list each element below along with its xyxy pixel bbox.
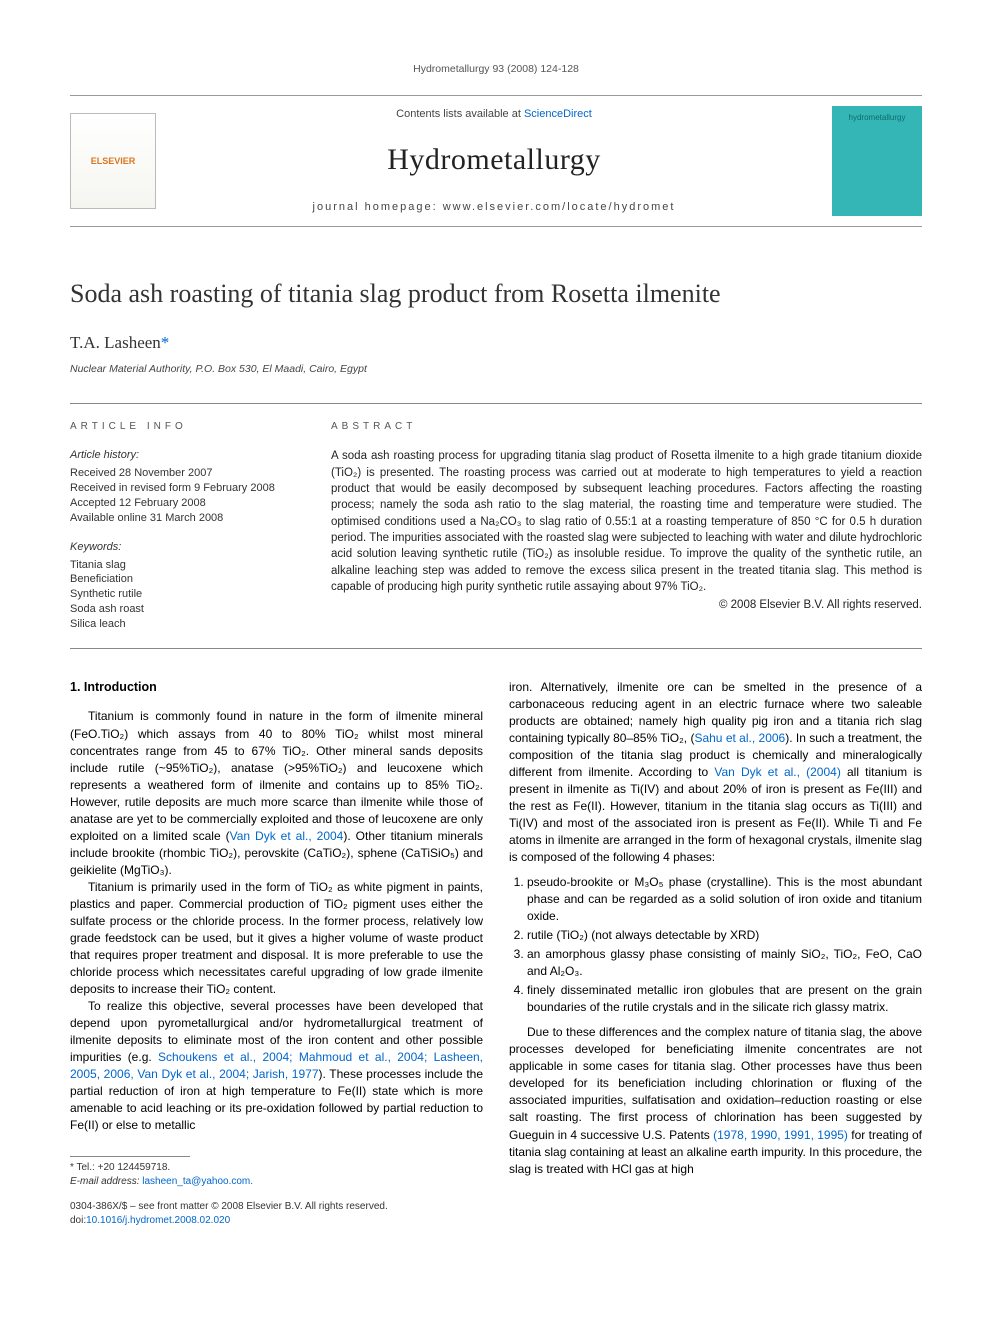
- cover-text: hydrometallurgy: [849, 112, 906, 124]
- body-text: all titanium is present in ilmenite as T…: [509, 765, 922, 864]
- divider: [70, 403, 922, 404]
- history-revised: Received in revised form 9 February 2008: [70, 481, 305, 496]
- citation-link[interactable]: Sahu et al., 2006: [694, 731, 785, 745]
- keyword-item: Silica leach: [70, 617, 305, 632]
- keyword-item: Titania slag: [70, 558, 305, 573]
- phase-list: pseudo-brookite or M₃O₅ phase (crystalli…: [527, 874, 922, 1016]
- footnote-divider: [70, 1156, 190, 1157]
- journal-homepage: journal homepage: www.elsevier.com/locat…: [176, 200, 812, 216]
- body-right-column: iron. Alternatively, ilmenite ore can be…: [509, 679, 922, 1229]
- contents-prefix: Contents lists available at: [396, 108, 524, 120]
- homepage-url: www.elsevier.com/locate/hydromet: [443, 201, 676, 213]
- publisher-logo-text: ELSEVIER: [91, 155, 136, 168]
- divider: [70, 648, 922, 649]
- contents-line: Contents lists available at ScienceDirec…: [176, 107, 812, 123]
- keyword-item: Soda ash roast: [70, 602, 305, 617]
- abstract-column: ABSTRACT A soda ash roasting process for…: [331, 420, 922, 632]
- tel-label: * Tel.:: [70, 1162, 98, 1173]
- list-item: finely disseminated metallic iron globul…: [527, 982, 922, 1016]
- history-label: Article history:: [70, 448, 305, 464]
- abstract-heading: ABSTRACT: [331, 420, 922, 435]
- body-left-column: 1. Introduction Titanium is commonly fou…: [70, 679, 483, 1229]
- author-line: T.A. Lasheen*: [70, 331, 922, 356]
- keyword-item: Beneficiation: [70, 572, 305, 587]
- body-paragraph: Due to these differences and the complex…: [509, 1024, 922, 1177]
- corresponding-author-link[interactable]: *: [161, 333, 170, 352]
- body-text: Titanium is commonly found in nature in …: [70, 709, 483, 842]
- history-accepted: Accepted 12 February 2008: [70, 496, 305, 511]
- history-received: Received 28 November 2007: [70, 466, 305, 481]
- author-name: T.A. Lasheen: [70, 333, 161, 352]
- list-item: an amorphous glassy phase consisting of …: [527, 946, 922, 980]
- article-info-heading: ARTICLE INFO: [70, 420, 305, 435]
- article-title: Soda ash roasting of titania slag produc…: [70, 275, 922, 313]
- journal-name: Hydrometallurgy: [176, 138, 812, 182]
- body-paragraph: iron. Alternatively, ilmenite ore can be…: [509, 679, 922, 866]
- running-head: Hydrometallurgy 93 (2008) 124-128: [70, 62, 922, 77]
- citation-link[interactable]: Van Dyk et al., (2004): [714, 765, 840, 779]
- journal-header-box: ELSEVIER Contents lists available at Sci…: [70, 95, 922, 227]
- journal-cover-thumbnail: hydrometallurgy: [832, 106, 922, 216]
- body-paragraph: Titanium is commonly found in nature in …: [70, 708, 483, 878]
- abstract-text: A soda ash roasting process for upgradin…: [331, 448, 922, 595]
- history-online: Available online 31 March 2008: [70, 511, 305, 526]
- doi-link[interactable]: 10.1016/j.hydromet.2008.02.020: [86, 1215, 230, 1226]
- list-item: rutile (TiO₂) (not always detectable by …: [527, 927, 922, 944]
- body-paragraph: Titanium is primarily used in the form o…: [70, 879, 483, 998]
- citation-link[interactable]: (1978, 1990, 1991, 1995): [713, 1128, 848, 1142]
- email-label: E-mail address:: [70, 1176, 142, 1187]
- body-text: Due to these differences and the complex…: [509, 1025, 922, 1141]
- abstract-copyright: © 2008 Elsevier B.V. All rights reserved…: [331, 597, 922, 614]
- tel-number: +20 124459718.: [98, 1162, 171, 1173]
- issn-line: 0304-386X/$ – see front matter © 2008 El…: [70, 1200, 483, 1214]
- affiliation: Nuclear Material Authority, P.O. Box 530…: [70, 362, 922, 377]
- keywords-label: Keywords:: [70, 540, 305, 556]
- list-item: pseudo-brookite or M₃O₅ phase (crystalli…: [527, 874, 922, 925]
- footer-area: * Tel.: +20 124459718. E-mail address: l…: [70, 1156, 483, 1228]
- keyword-item: Synthetic rutile: [70, 587, 305, 602]
- email-link[interactable]: lasheen_ta@yahoo.com.: [142, 1176, 253, 1187]
- publisher-logo: ELSEVIER: [70, 113, 156, 209]
- article-info-column: ARTICLE INFO Article history: Received 2…: [70, 420, 305, 632]
- doi-label: doi:: [70, 1215, 86, 1226]
- citation-link[interactable]: Van Dyk et al., 2004: [230, 829, 344, 843]
- sciencedirect-link[interactable]: ScienceDirect: [524, 108, 592, 120]
- homepage-prefix: journal homepage:: [313, 201, 443, 213]
- section-heading-introduction: 1. Introduction: [70, 679, 483, 697]
- body-paragraph: To realize this objective, several proce…: [70, 998, 483, 1134]
